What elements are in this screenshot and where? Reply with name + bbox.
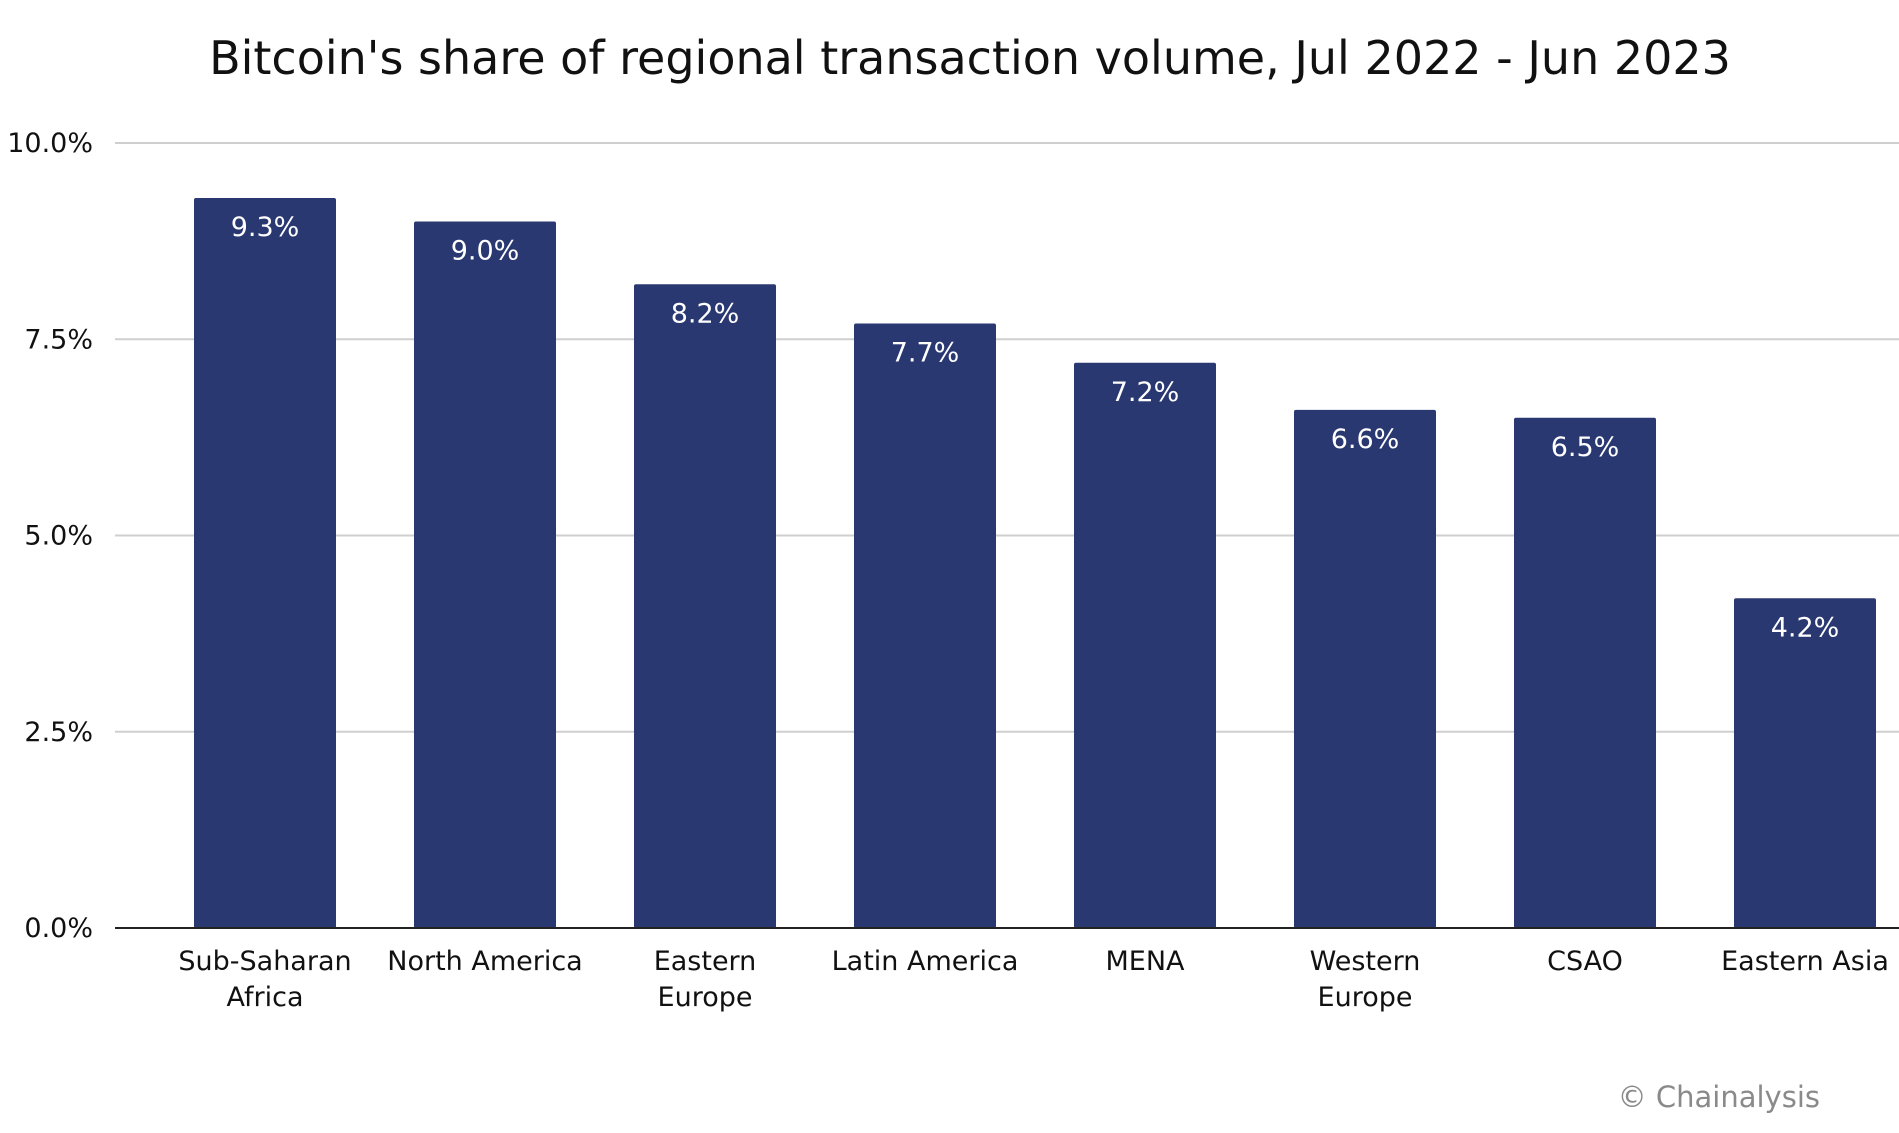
chart-title: Bitcoin's share of regional transaction … xyxy=(209,31,1731,85)
data-label-layer: 9.3% 9.0% 8.2% 7.7% 7.2% 6.6% 6.5% 4.2% xyxy=(231,212,1840,643)
x-tick-label: Europe xyxy=(1318,982,1413,1013)
x-tick-label: Western xyxy=(1310,946,1421,977)
bar xyxy=(1734,598,1876,928)
y-tick-label: 10.0% xyxy=(7,128,93,159)
x-tick-label: Eastern xyxy=(654,946,757,977)
bar xyxy=(1294,409,1436,928)
x-tick-label: Latin America xyxy=(832,946,1019,977)
data-label: 9.3% xyxy=(231,212,300,243)
data-label: 4.2% xyxy=(1771,612,1840,643)
data-label: 8.2% xyxy=(671,298,740,329)
bar xyxy=(1074,362,1216,928)
x-tick-label: Europe xyxy=(658,982,753,1013)
bar xyxy=(194,197,336,928)
y-axis: 0.0% 2.5% 5.0% 7.5% 10.0% xyxy=(7,128,93,944)
bar-layer xyxy=(194,197,1876,928)
y-tick-label: 2.5% xyxy=(24,717,93,748)
y-tick-label: 0.0% xyxy=(24,913,93,944)
data-label: 9.0% xyxy=(451,236,520,267)
bar xyxy=(854,323,996,928)
credit-text: © Chainalysis xyxy=(1618,1080,1820,1114)
data-label: 7.2% xyxy=(1111,377,1180,408)
data-label: 6.6% xyxy=(1331,424,1400,455)
y-tick-label: 5.0% xyxy=(24,521,93,552)
data-label: 7.7% xyxy=(891,338,960,369)
y-tick-label: 7.5% xyxy=(24,324,93,355)
x-tick-label: CSAO xyxy=(1547,946,1623,977)
x-tick-label: North America xyxy=(387,946,582,977)
x-tick-label: Eastern Asia xyxy=(1721,946,1889,977)
x-tick-label: Sub-Saharan xyxy=(178,946,351,977)
x-tick-label: MENA xyxy=(1105,946,1185,977)
bar xyxy=(1514,417,1656,928)
x-axis: Sub-Saharan Africa North America Eastern Eur… xyxy=(115,927,1899,1013)
data-label: 6.5% xyxy=(1551,432,1620,463)
bar xyxy=(634,284,776,928)
x-tick-label: Africa xyxy=(226,982,303,1013)
bar xyxy=(414,221,556,928)
